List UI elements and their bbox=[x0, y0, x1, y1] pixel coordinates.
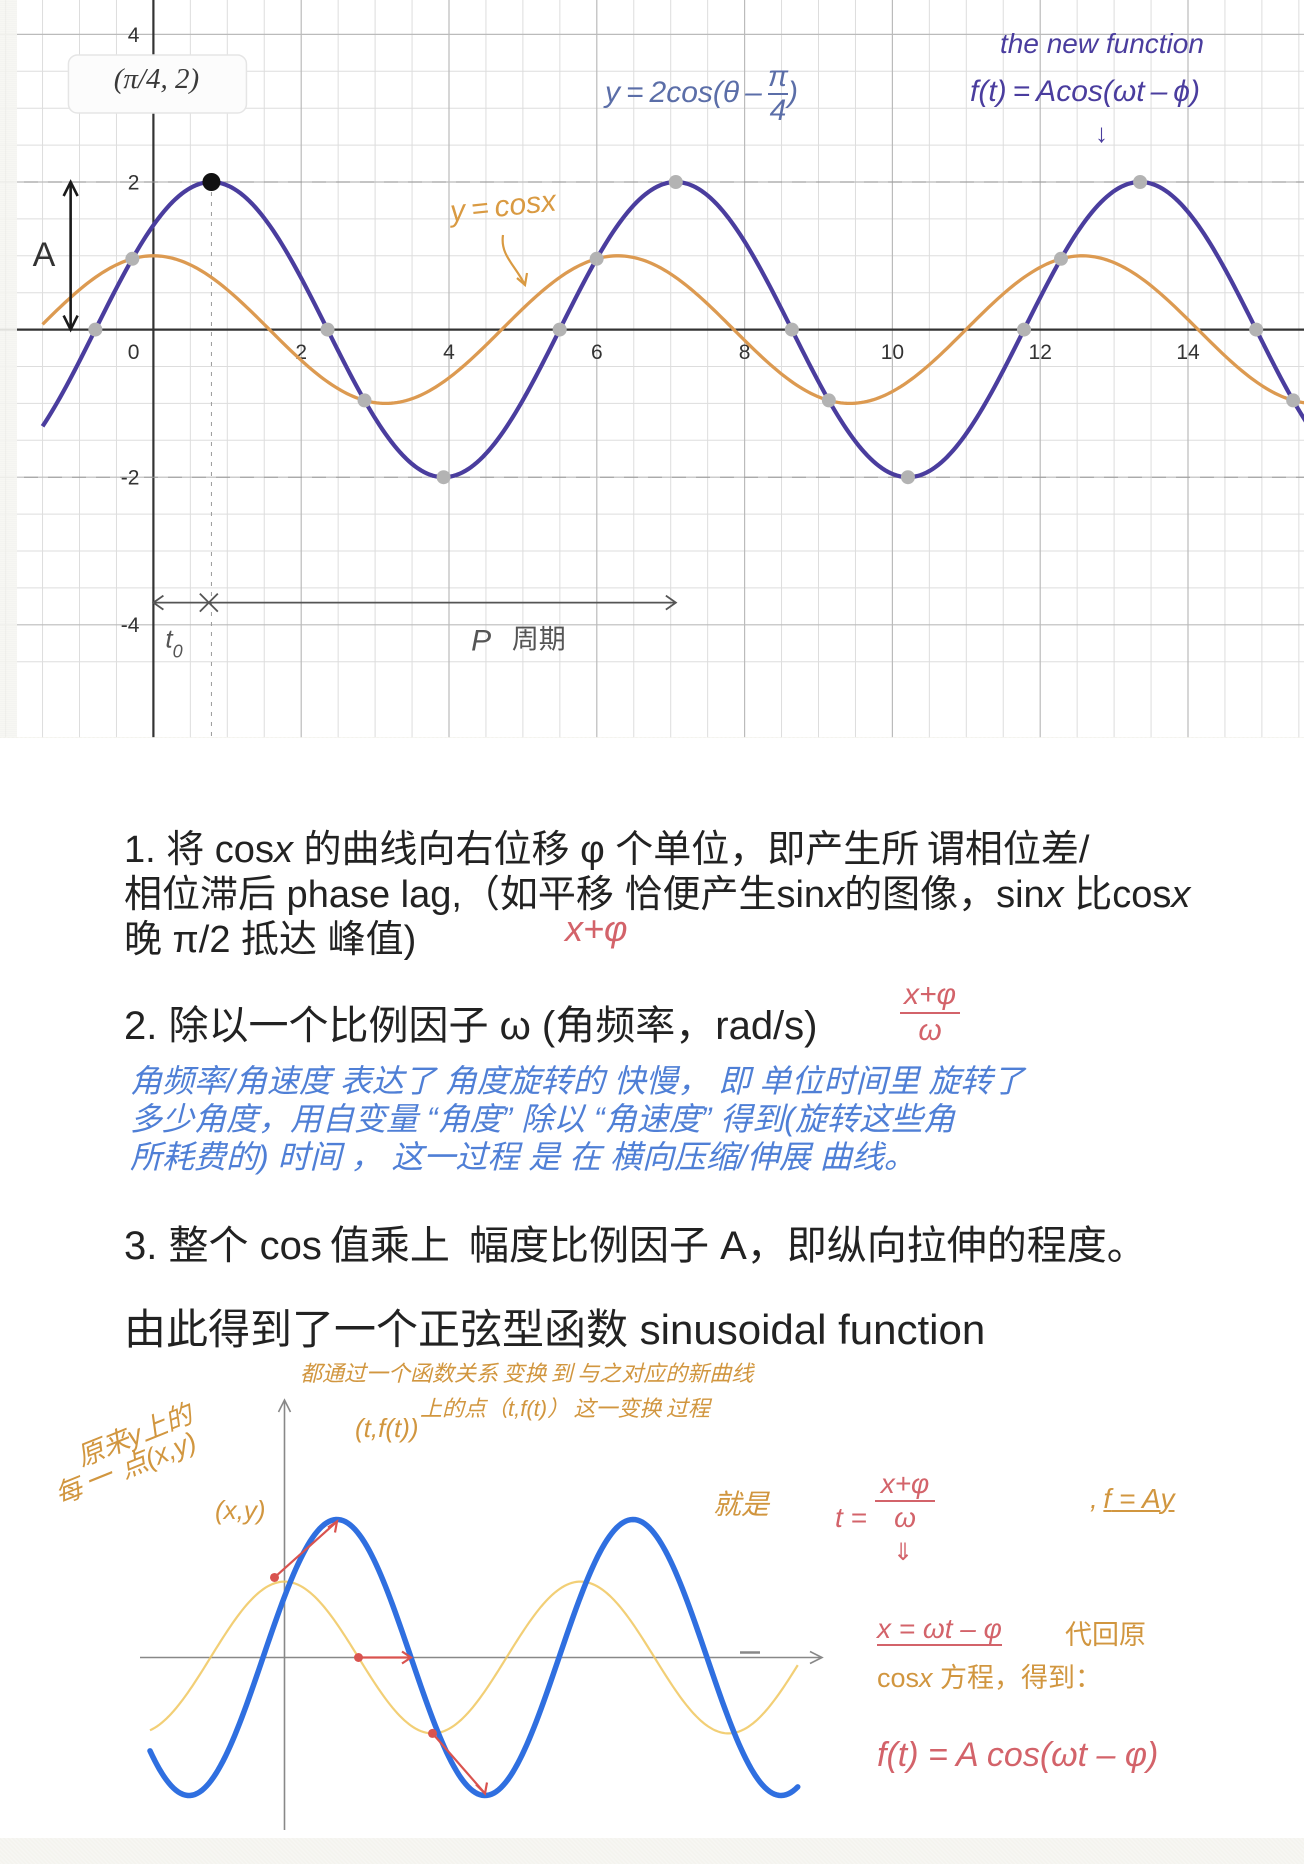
svg-text:0: 0 bbox=[128, 341, 140, 364]
svg-text:6: 6 bbox=[591, 341, 603, 364]
svg-text:A: A bbox=[33, 236, 56, 274]
svg-text:-2: -2 bbox=[121, 467, 140, 490]
svg-text:4: 4 bbox=[128, 24, 140, 47]
svg-text:4: 4 bbox=[443, 341, 455, 364]
svg-text:2: 2 bbox=[128, 171, 140, 194]
svg-text:P: P bbox=[471, 625, 491, 658]
svg-text:10: 10 bbox=[881, 341, 904, 364]
svg-text:-4: -4 bbox=[121, 614, 140, 637]
svg-text:周期: 周期 bbox=[512, 625, 566, 655]
svg-text:14: 14 bbox=[1176, 341, 1200, 364]
svg-text:12: 12 bbox=[1029, 341, 1052, 364]
svg-text:(π/4, 2): (π/4, 2) bbox=[114, 63, 199, 95]
